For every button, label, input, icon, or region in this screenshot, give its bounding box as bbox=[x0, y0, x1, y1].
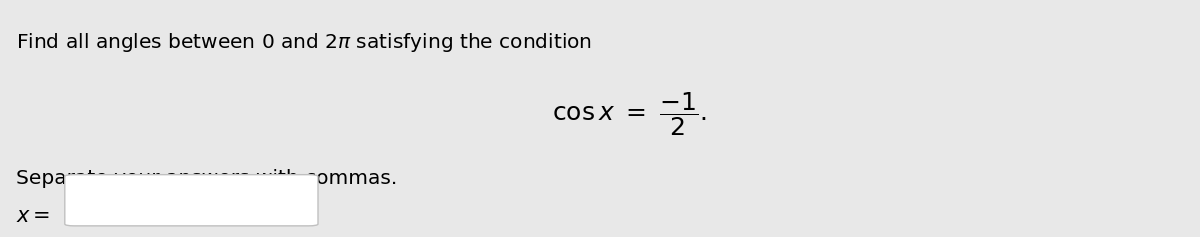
FancyBboxPatch shape bbox=[65, 175, 318, 226]
Text: Separate your answers with commas.: Separate your answers with commas. bbox=[16, 169, 397, 188]
Text: $x =$: $x =$ bbox=[16, 206, 50, 226]
Text: $\cos x \ = \ \dfrac{-1}{2}.$: $\cos x \ = \ \dfrac{-1}{2}.$ bbox=[552, 90, 707, 138]
Text: Find all angles between $0$ and $2\pi$ satisfying the condition: Find all angles between $0$ and $2\pi$ s… bbox=[16, 31, 592, 54]
